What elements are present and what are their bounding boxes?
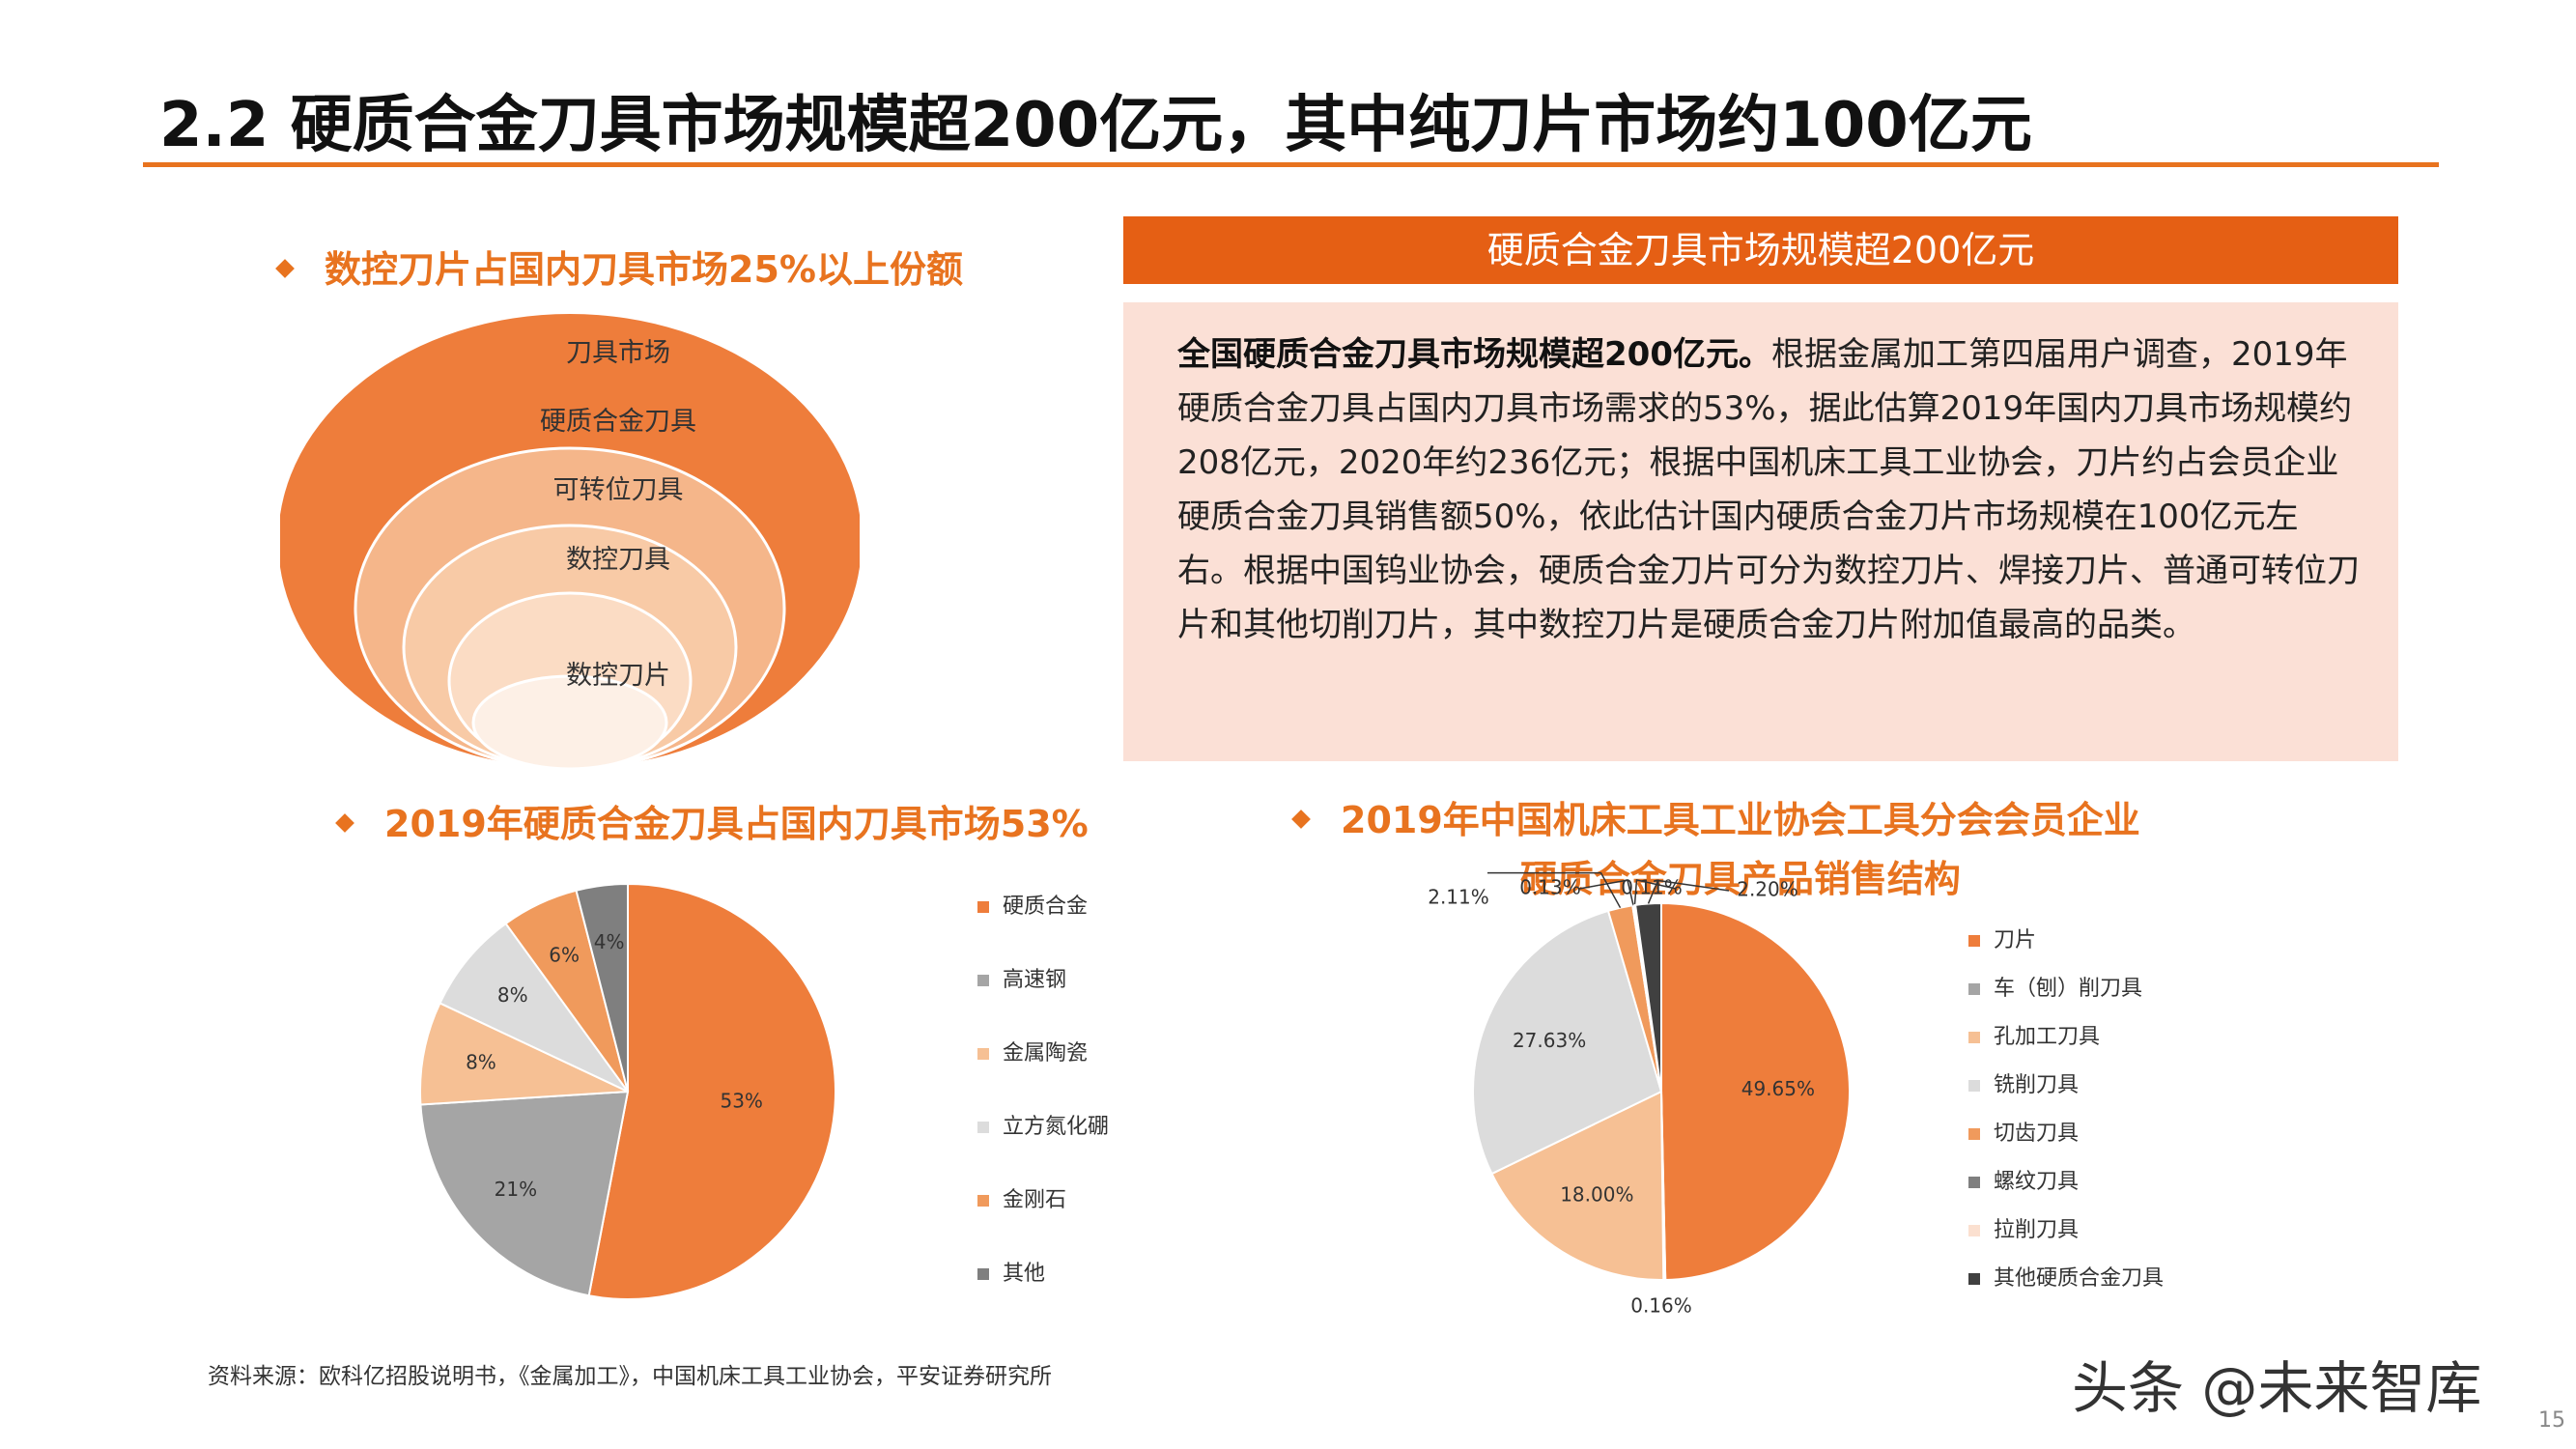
pie2-legend-item-1: 车（刨）削刀具 — [1968, 971, 2142, 1002]
pie2-legend-swatch-4 — [1968, 1128, 1980, 1140]
pie2-legend-label-3: 铣削刀具 — [1994, 1073, 2080, 1097]
pie2-legend-item-4: 切齿刀具 — [1968, 1116, 2079, 1147]
pie2-legend-label-2: 孔加工刀具 — [1994, 1025, 2101, 1049]
pie1-legend-swatch-5 — [977, 1268, 989, 1280]
pie2-legend-swatch-5 — [1968, 1177, 1980, 1188]
pie-chart-2: 49.65%0.16%18.00%27.63%2.11% 0.13% 0.11% 2.… — [1428, 871, 1851, 1318]
pie2-legend-label-6: 拉削刀具 — [1994, 1218, 2080, 1242]
pie1-legend-item-3: 立方氮化硼 — [977, 1109, 1109, 1140]
pie2-data-label-1: 0.16% — [1630, 1294, 1692, 1318]
chart2-title-line2: 硬质合金刀具产品销售结构 — [1519, 858, 1961, 900]
pie2-data-label-5: 0.13% — [1519, 876, 1581, 899]
pie2-legend-swatch-1 — [1968, 983, 1980, 995]
diamond-bullet-icon — [1291, 809, 1311, 829]
pie2-leader-line-6 — [1633, 879, 1677, 906]
pie2-legend-swatch-7 — [1968, 1273, 1980, 1285]
pie2-legend-swatch-2 — [1968, 1032, 1980, 1043]
watermark: 头条 @未来智库 — [2072, 1355, 2482, 1421]
pie2-legend-item-3: 铣削刀具 — [1968, 1067, 2079, 1098]
diamond-bullet-icon — [275, 258, 295, 278]
nested-label-3: 可转位刀具 — [552, 475, 684, 505]
pie1-legend-swatch-0 — [977, 901, 989, 913]
pie1-legend-label-2: 金属陶瓷 — [1003, 1041, 1089, 1065]
pie2-legend-item-0: 刀片 — [1968, 923, 2036, 953]
pie-chart-1-legend: 硬质合金高速钢金属陶瓷立方氮化硼金刚石其他 — [977, 889, 1200, 1294]
pie2-data-label-4: 2.11% — [1428, 886, 1489, 909]
diamond-bullet-icon — [335, 812, 354, 833]
pie1-legend-item-5: 其他 — [977, 1256, 1045, 1287]
chart2-heading: 2019年中国机床工具工业协会工具分会会员企业 硬质合金刀具产品销售结构 — [1291, 790, 2140, 902]
pie1-legend-item-2: 金属陶瓷 — [977, 1036, 1088, 1066]
pie2-legend-label-0: 刀片 — [1994, 928, 2037, 952]
pie1-data-label-0: 53% — [720, 1090, 762, 1113]
pie1-slice-0 — [587, 882, 836, 1300]
page-number: 15 — [2538, 1408, 2565, 1433]
pie-chart-2-legend: 刀片车（刨）削刀具 孔加工刀具铣削刀具切齿刀具螺纹刀具拉削刀具其他硬质合金刀具 — [1968, 923, 2239, 1309]
nested-ellipse-diagram — [280, 314, 860, 768]
pie1-legend-label-5: 其他 — [1003, 1262, 1046, 1286]
pie2-legend-label-1: 车（刨）削刀具 — [1994, 977, 2143, 1001]
nested-label-1: 刀具市场 — [566, 338, 670, 368]
pie2-legend-item-2: 孔加工刀具 — [1968, 1019, 2100, 1050]
pie2-slice-3 — [1472, 909, 1663, 1176]
slide-title: 2.2 硬质合金刀具市场规模超200亿元，其中纯刀片市场约100亿元 — [159, 90, 2032, 161]
pie1-legend-item-0: 硬质合金 — [977, 889, 1088, 920]
nested-heading: 数控刀片占国内刀具市场25%以上份额 — [275, 240, 963, 293]
pie2-leader-line-7 — [1647, 879, 1730, 904]
pie2-data-label-3: 27.63% — [1513, 1029, 1586, 1052]
market-size-body: 根据金属加工第四届用户调查，2019年硬质合金刀具占国内刀具市场需求的53%，据… — [1177, 335, 2360, 644]
pie1-legend-swatch-3 — [977, 1122, 989, 1133]
pie-chart-1: 53% 21% 8% 8% 6% 4% — [419, 882, 836, 1300]
pie1-data-label-3: 8% — [497, 983, 528, 1007]
pie1-data-label-1: 21% — [495, 1178, 537, 1201]
pie1-legend-swatch-1 — [977, 975, 989, 986]
market-size-paragraph: 全国硬质合金刀具市场规模超200亿元。根据金属加工第四届用户调查，2019年硬质… — [1177, 327, 2362, 652]
pie2-legend-swatch-6 — [1968, 1225, 1980, 1236]
pie2-legend-item-6: 拉削刀具 — [1968, 1212, 2079, 1243]
pie2-slice-2 — [1490, 1090, 1665, 1281]
pie1-legend-item-1: 高速钢 — [977, 962, 1066, 993]
pie1-legend-label-4: 金刚石 — [1003, 1188, 1067, 1212]
pie2-legend-item-5: 螺纹刀具 — [1968, 1164, 2079, 1195]
title-divider — [143, 162, 2439, 167]
pie1-legend-swatch-2 — [977, 1048, 989, 1060]
pie1-data-label-2: 8% — [466, 1050, 496, 1073]
chart1-title: 2019年硬质合金刀具占国内刀具市场53% — [384, 803, 1089, 845]
pie1-slice-3 — [439, 922, 629, 1093]
nested-label-2: 硬质合金刀具 — [540, 407, 696, 437]
source-note: 资料来源：欧科亿招股说明书，《金属加工》，中国机床工具工业协会，平安证券研究所 — [208, 1364, 1052, 1389]
pie1-data-label-4: 6% — [549, 943, 580, 966]
pie2-slice-0 — [1660, 901, 1851, 1281]
pie1-legend-item-4: 金刚石 — [977, 1182, 1066, 1213]
chart1-heading: 2019年硬质合金刀具占国内刀具市场53% — [335, 794, 1089, 847]
nested-ellipse-5 — [471, 674, 668, 768]
pie1-slice-5 — [575, 882, 629, 1093]
pie1-legend-swatch-4 — [977, 1195, 989, 1207]
nested-label-5: 数控刀片 — [566, 661, 670, 691]
market-size-bold: 全国硬质合金刀具市场规模超200亿元。 — [1177, 335, 1771, 374]
nested-label-4: 数控刀具 — [566, 545, 670, 575]
pie1-slice-2 — [419, 1002, 629, 1106]
market-size-banner: 硬质合金刀具市场规模超200亿元 — [1123, 216, 2398, 284]
pie2-legend-swatch-0 — [1968, 935, 1980, 947]
nested-heading-text: 数控刀片占国内刀具市场25%以上份额 — [325, 248, 963, 291]
pie2-data-label-0: 49.65% — [1741, 1077, 1815, 1100]
pie1-legend-label-3: 立方氮化硼 — [1003, 1115, 1110, 1139]
pie1-legend-label-0: 硬质合金 — [1003, 895, 1089, 919]
pie2-legend-label-4: 切齿刀具 — [1994, 1122, 2080, 1146]
pie2-leader-line-4 — [1487, 871, 1622, 909]
pie2-legend-swatch-3 — [1968, 1080, 1980, 1092]
pie2-data-label-2: 18.00% — [1560, 1182, 1633, 1206]
pie2-legend-label-7: 其他硬质合金刀具 — [1994, 1266, 2165, 1291]
pie2-slice-7 — [1633, 901, 1662, 1093]
market-size-textbox: 全国硬质合金刀具市场规模超200亿元。根据金属加工第四届用户调查，2019年硬质… — [1123, 302, 2398, 761]
pie2-legend-label-5: 螺纹刀具 — [1994, 1170, 2080, 1194]
chart2-title-line1: 2019年中国机床工具工业协会工具分会会员企业 — [1341, 799, 2140, 841]
pie2-leader-line-5 — [1578, 879, 1634, 906]
pie1-slice-1 — [419, 1090, 630, 1297]
pie2-data-label-7: 2.20% — [1737, 878, 1798, 901]
pie1-legend-label-1: 高速钢 — [1003, 968, 1067, 992]
pie1-data-label-5: 4% — [594, 930, 625, 953]
pie2-legend-item-7: 其他硬质合金刀具 — [1968, 1261, 2164, 1292]
